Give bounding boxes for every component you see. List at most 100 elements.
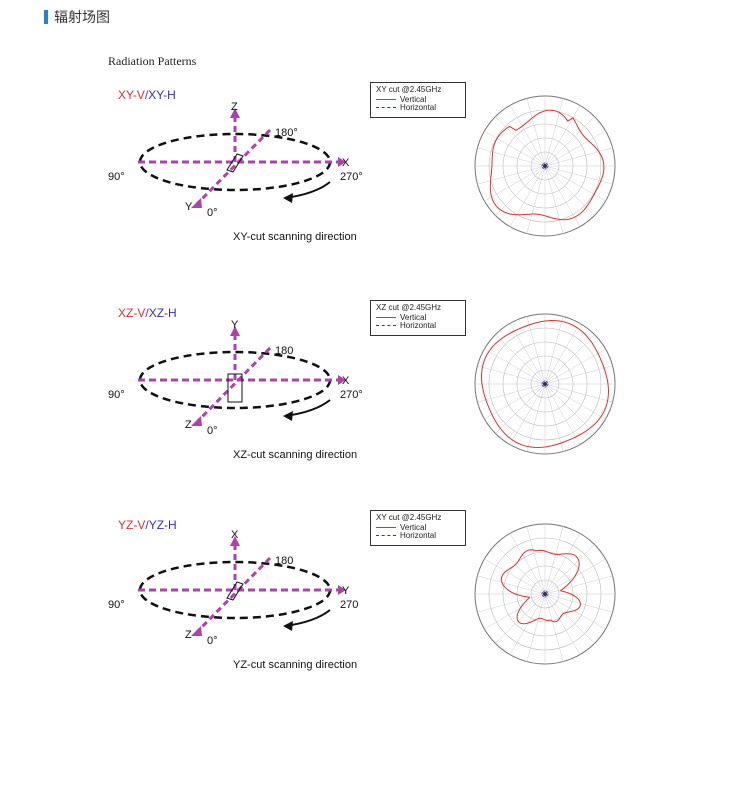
axis-diagram: Y X Z 90° 270° 180 0° XZ-cut scanning direction <box>108 320 363 461</box>
polar-spoke <box>526 98 546 167</box>
legend-horizontal-text: Horizontal <box>400 103 437 112</box>
axis-arrow <box>338 157 346 167</box>
angle-left-label: 90° <box>108 171 125 183</box>
axis-arrow <box>230 536 240 546</box>
section-title: 辐射场图 <box>54 10 110 26</box>
dashed-line-swatch <box>376 107 396 108</box>
polar-spoke <box>544 165 595 216</box>
axis-up-label: X <box>231 530 239 541</box>
red-line-swatch <box>376 99 396 100</box>
axis-arrow <box>338 585 346 595</box>
vertical-trace <box>500 549 581 625</box>
polar-spoke <box>509 323 546 385</box>
horizontal-trace <box>541 380 549 388</box>
polar-spoke <box>544 98 564 167</box>
axis-diag-label: Z <box>185 419 192 431</box>
polar-spoke <box>509 593 546 655</box>
horizontal-trace <box>541 162 549 170</box>
polar-spoke <box>477 165 546 185</box>
polar-spoke <box>544 130 606 167</box>
polar-plot <box>474 95 616 237</box>
legend-box: XY cut @2.45GHz Vertical Horizontal <box>370 510 466 546</box>
polar-spoke <box>544 526 564 595</box>
diagonal-axis <box>195 346 272 424</box>
polar-spoke <box>544 593 564 662</box>
polar-spoke <box>484 165 546 202</box>
vertical-trace <box>489 109 605 221</box>
horizontal-label: XY-H <box>148 88 176 102</box>
label-separator: / <box>144 88 149 102</box>
polar-spoke <box>544 383 613 403</box>
polar-plot <box>474 313 616 455</box>
legend-vertical-text: Vertical <box>400 313 427 322</box>
vertical-trace <box>480 319 610 449</box>
polar-spoke <box>526 526 546 595</box>
axis-up-label: Z <box>231 102 238 113</box>
angle-bottom-label: 0° <box>207 425 218 437</box>
polar-spoke <box>509 165 546 227</box>
polar-center <box>543 592 547 596</box>
legend-horizontal-text: Horizontal <box>400 321 437 330</box>
polar-spoke <box>495 334 546 385</box>
pattern-row-xz: XZ-V/XZ-H Y X Z 90° 270° 180 0° XZ-cut scanning … <box>100 300 660 500</box>
polar-spoke <box>544 165 613 185</box>
polar-spoke <box>544 593 595 644</box>
axis-right-label: X <box>342 157 350 169</box>
axis-arrow <box>230 108 240 118</box>
legend-horizontal: Horizontal <box>376 103 436 112</box>
polar-spoke <box>477 593 546 613</box>
angle-right-label: 270 <box>340 599 358 611</box>
horizontal-label: YZ-H <box>148 518 177 532</box>
axis-arrow <box>338 375 346 385</box>
antenna-outline <box>226 153 244 173</box>
polar-spoke <box>495 165 546 216</box>
polar-center <box>543 382 547 386</box>
polar-spoke <box>544 593 613 613</box>
polar-spoke <box>544 165 564 234</box>
polar-spoke <box>544 558 606 595</box>
polar-spoke <box>544 365 613 385</box>
scan-caption: XZ-cut scanning direction <box>233 449 357 461</box>
polar-spoke <box>544 533 581 595</box>
polar-spoke <box>495 544 546 595</box>
axis-right-label: X <box>342 375 350 387</box>
diagonal-axis <box>195 128 272 206</box>
legend-box: XZ cut @2.45GHz Vertical Horizontal <box>370 300 466 336</box>
polar-spoke <box>544 575 613 595</box>
polar-center <box>543 164 547 168</box>
pattern-row-xy: XY-V/XY-H Z X Y 90° 270° 180° 0° XY-cut scanning… <box>100 82 660 282</box>
vertical-label: XZ-V <box>118 306 146 320</box>
axis-diagram: X Y Z 90° 270 180 0° YZ-cut scanning direction <box>108 530 358 671</box>
polar-spoke <box>544 147 613 167</box>
polar-spoke <box>484 383 546 420</box>
legend-box: XY cut @2.45GHz Vertical Horizontal <box>370 82 466 118</box>
diagonal-axis <box>195 556 272 634</box>
dashed-line-swatch <box>376 325 396 326</box>
polar-spoke <box>526 316 546 385</box>
polar-spoke <box>495 383 546 434</box>
polar-spoke <box>509 533 546 595</box>
polar-spoke <box>544 383 564 452</box>
polar-spoke <box>477 383 546 403</box>
angle-left-label: 90° <box>108 389 125 401</box>
legend-vertical-text: Vertical <box>400 95 427 104</box>
section-header: 辐射场图 <box>44 8 110 26</box>
legend-horizontal-text: Horizontal <box>400 531 437 540</box>
angle-top-label: 180 <box>275 345 293 357</box>
vertical-label: XY-V <box>118 88 145 102</box>
red-line-swatch <box>376 317 396 318</box>
antenna-outline <box>227 373 243 403</box>
polar-spoke <box>484 348 546 385</box>
legend-title: XY cut @2.45GHz <box>376 85 442 94</box>
polar-spoke <box>484 558 546 595</box>
doc-heading: Radiation Patterns <box>108 54 197 68</box>
scan-caption: YZ-cut scanning direction <box>233 659 357 671</box>
polar-spoke <box>544 383 595 434</box>
antenna-outline <box>226 581 244 601</box>
horizontal-label: XZ-H <box>148 306 177 320</box>
angle-top-label: 180° <box>275 127 298 139</box>
scan-caption: XY-cut scanning direction <box>233 231 357 243</box>
polar-spoke <box>477 575 546 595</box>
axis-diag-label: Y <box>185 201 193 213</box>
arrow-head <box>283 621 293 631</box>
